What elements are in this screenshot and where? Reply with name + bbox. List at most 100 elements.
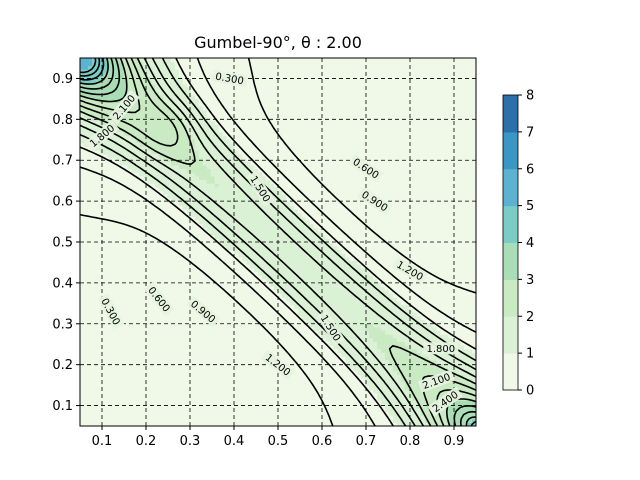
contour-fill-cell [91, 363, 97, 368]
contour-fill-cell [242, 418, 247, 423]
contour-fill-cell [384, 275, 390, 280]
contour-fill-cell [313, 271, 319, 276]
contour-fill-cell [456, 264, 461, 269]
contour-fill-cell [365, 282, 370, 287]
contour-fill-cell [111, 345, 117, 350]
contour-fill-cell [428, 356, 434, 361]
contour-fill-cell [285, 385, 291, 390]
contour-fill-cell [325, 348, 331, 353]
contour-fill-cell [472, 300, 476, 306]
contour-fill-cell [254, 282, 259, 287]
contour-fill-cell [329, 300, 335, 306]
contour-fill-cell [270, 341, 275, 346]
contour-fill-cell [408, 359, 414, 365]
contour-fill-cell [230, 311, 236, 317]
contour-fill-cell [206, 414, 212, 420]
contour-fill-cell [297, 359, 303, 365]
contour-fill-cell [349, 330, 354, 335]
contour-fill-cell [214, 381, 220, 387]
contour-fill-cell [127, 308, 133, 313]
contour-fill-cell [317, 289, 323, 295]
contour-fill-cell [349, 418, 354, 423]
contour-fill-cell [182, 400, 188, 405]
contour-fill-cell [325, 300, 331, 306]
contour-fill-cell [278, 381, 283, 387]
contour-fill-cell [412, 367, 418, 372]
contour-fill-cell [345, 385, 350, 390]
contour-fill-cell [380, 278, 386, 284]
contour-fill-cell [377, 411, 382, 416]
contour-fill-cell [175, 403, 180, 409]
contour-fill-cell [274, 242, 279, 247]
contour-fill-cell [186, 407, 192, 412]
contour-fill-cell [147, 334, 152, 339]
contour-fill-cell [349, 245, 354, 250]
contour-fill-cell [254, 286, 259, 291]
contour-fill-cell [83, 256, 89, 261]
contour-fill-cell [345, 304, 350, 309]
contour-fill-cell [87, 374, 93, 379]
contour-fill-cell [377, 264, 382, 269]
contour-fill-cell [254, 400, 259, 405]
contour-fill-cell [380, 422, 386, 426]
contour-fill-cell [274, 278, 279, 284]
contour-fill-cell [222, 407, 228, 412]
contour-fill-cell [230, 348, 236, 353]
contour-fill-cell [91, 378, 97, 383]
contour-fill-cell [456, 414, 461, 420]
contour-fill-cell [111, 403, 117, 409]
contour-fill-cell [254, 367, 259, 372]
contour-fill-cell [309, 282, 315, 287]
contour-fill-cell [250, 308, 255, 313]
contour-fill-cell [313, 289, 319, 295]
contour-fill-cell [388, 253, 394, 258]
contour-fill-cell [202, 337, 208, 342]
contour-fill-cell [468, 253, 473, 258]
contour-fill-cell [179, 422, 184, 426]
contour-fill-cell [293, 260, 299, 265]
contour-fill-cell [80, 249, 85, 254]
contour-fill-cell [404, 363, 410, 368]
contour-fill-cell [321, 256, 327, 261]
contour-fill-cell [238, 359, 243, 365]
contour-fill-cell [151, 370, 156, 376]
contour-fill-cell [95, 319, 101, 324]
contour-fill-cell [87, 385, 93, 390]
contour-fill-cell [206, 334, 212, 339]
contour-fill-cell [317, 271, 323, 276]
contour-fill-cell [309, 245, 315, 250]
contour-fill-cell [143, 363, 148, 368]
contour-fill-cell [222, 385, 228, 390]
contour-fill-cell [226, 260, 232, 265]
contour-fill-cell [444, 385, 449, 390]
contour-fill-cell [262, 334, 267, 339]
contour-fill-cell [456, 403, 461, 409]
contour-fill-cell [365, 378, 370, 383]
contour-fill-cell [254, 348, 259, 353]
contour-fill-cell [210, 293, 216, 298]
contour-fill-cell [190, 370, 196, 376]
contour-fill-cell [242, 341, 247, 346]
contour-fill-cell [329, 403, 335, 409]
contour-fill-cell [151, 363, 156, 368]
contour-fill-cell [175, 359, 180, 365]
contour-fill-cell [194, 411, 200, 416]
contour-fill-cell [448, 414, 453, 420]
contour-fill-cell [99, 356, 105, 361]
contour-fill-cell [377, 367, 382, 372]
contour-fill-cell [147, 311, 152, 317]
contour-fill-cell [448, 407, 453, 412]
contour-fill-cell [392, 385, 398, 390]
contour-fill-cell [460, 271, 465, 276]
contour-fill-cell [305, 418, 311, 423]
contour-fill-cell [214, 414, 220, 420]
contour-fill-cell [218, 271, 224, 276]
contour-fill-cell [254, 414, 259, 420]
contour-fill-cell [412, 264, 418, 269]
contour-fill-cell [365, 348, 370, 353]
contour-fill-cell [301, 374, 307, 379]
contour-fill-cell [194, 289, 200, 295]
contour-fill-cell [115, 264, 121, 269]
contour-fill-cell [206, 407, 212, 412]
contour-fill-cell [444, 264, 449, 269]
